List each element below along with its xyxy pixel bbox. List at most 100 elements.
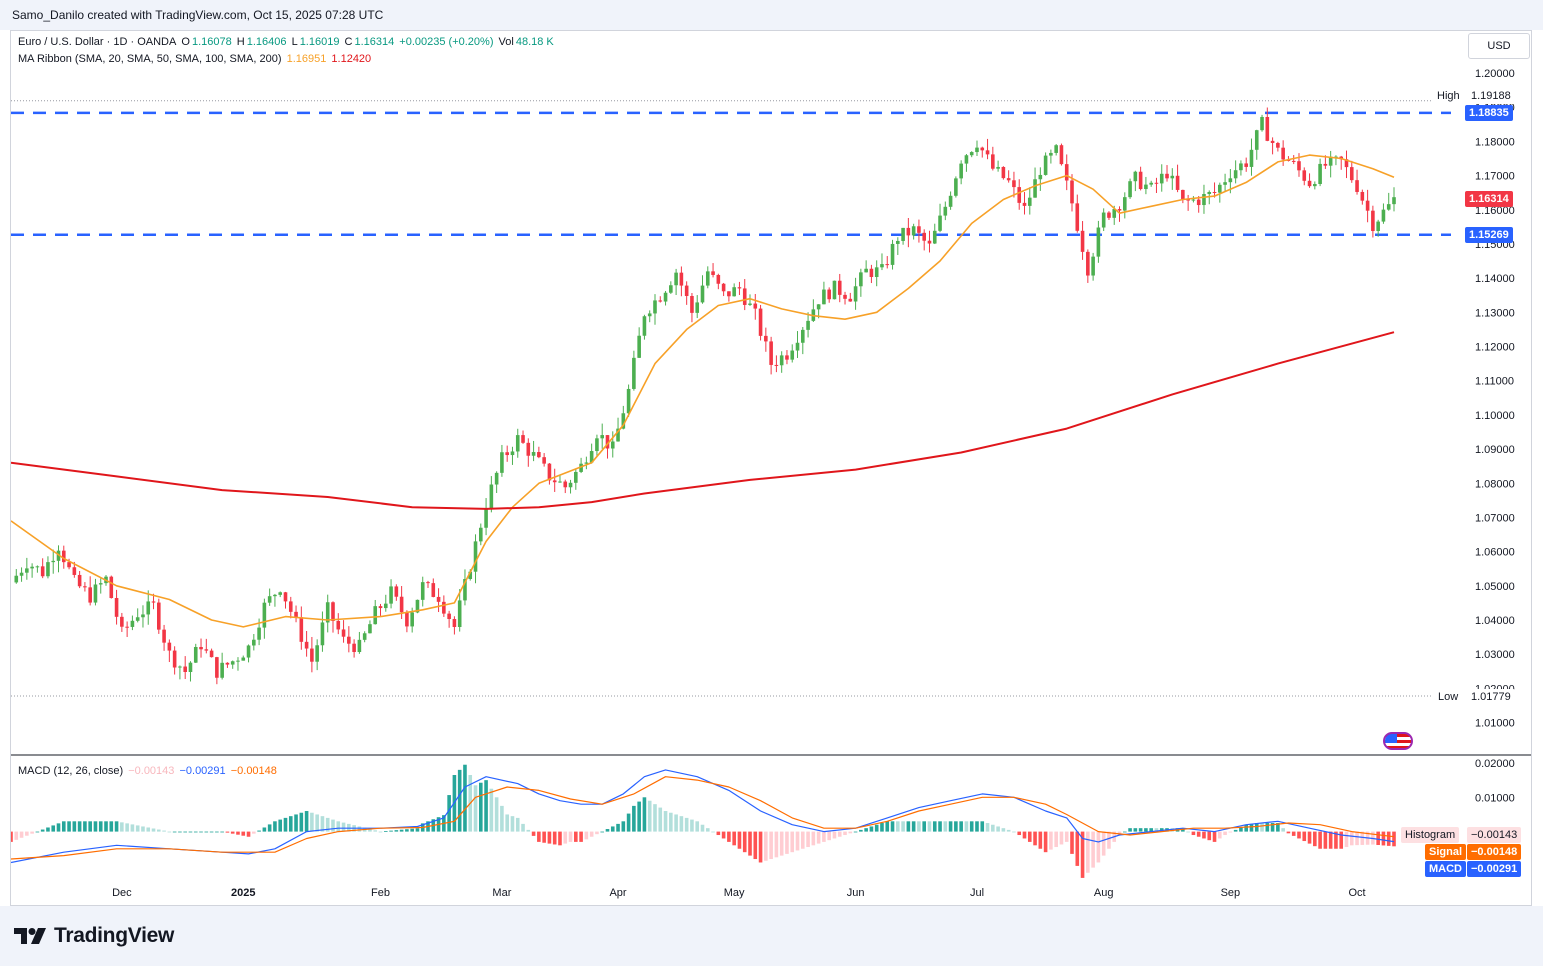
price-tick-label: 1.06000: [1475, 547, 1515, 559]
price-tick-label: 1.18000: [1475, 136, 1515, 148]
candle-body: [320, 622, 325, 646]
current-price-text: 1.16314: [1469, 193, 1509, 205]
histogram-bar: [489, 788, 494, 832]
candle-body: [410, 612, 414, 627]
candle-body: [1059, 145, 1064, 165]
time-tick-label: Sep: [1221, 887, 1241, 899]
support-text: 1.15269: [1469, 229, 1509, 241]
histogram-bar: [568, 831, 573, 842]
candle-body: [1149, 182, 1153, 185]
histogram-bar: [896, 821, 900, 832]
histogram-bar: [832, 831, 837, 839]
candle-body: [1344, 159, 1349, 168]
histogram-bar: [679, 816, 684, 832]
histogram-bar: [199, 831, 203, 833]
candle-body: [605, 435, 610, 449]
histogram-bar: [642, 797, 647, 832]
histogram-bar: [811, 831, 816, 846]
resistance-text: 1.18835: [1469, 107, 1509, 119]
candle-body: [663, 292, 668, 302]
histogram-bar: [484, 780, 488, 832]
candle-body: [373, 606, 378, 625]
macd-legend[interactable]: MACD (12, 26, close) −0.00143 −0.00291 −…: [18, 765, 279, 777]
time-tick-label: May: [724, 887, 745, 899]
symbol-legend[interactable]: Euro / U.S. Dollar · 1D · OANDA O 1.16078…: [18, 36, 556, 48]
candle-body: [1144, 184, 1148, 190]
candle-body: [230, 661, 235, 665]
ma-lines: [11, 154, 1395, 628]
candle-body: [257, 627, 261, 640]
candle-body: [690, 296, 694, 313]
candle-body: [362, 633, 367, 640]
candle-body: [980, 147, 985, 151]
candle-body: [494, 472, 499, 485]
candle-body: [1223, 182, 1227, 185]
histogram-bar: [1133, 828, 1138, 832]
histogram-bar: [589, 831, 594, 837]
price-tick-label: 1.13000: [1475, 307, 1515, 319]
histogram-bar: [72, 821, 77, 832]
histogram-bar: [478, 782, 483, 832]
histogram-bar: [980, 821, 985, 832]
histogram-bar: [969, 821, 974, 832]
currency-button[interactable]: USD: [1468, 33, 1530, 59]
candle-body: [537, 452, 541, 458]
ma-legend[interactable]: MA Ribbon (SMA, 20, SMA, 50, SMA, 100, S…: [18, 53, 373, 65]
macd-tick-label: 0.01000: [1475, 792, 1515, 804]
candle-body: [157, 602, 161, 630]
candle-body: [484, 509, 488, 528]
histogram-bar: [1012, 831, 1016, 833]
histogram-bar: [610, 826, 615, 832]
histogram-bar: [83, 821, 87, 832]
histogram-bar: [88, 821, 92, 832]
histogram-bar: [563, 831, 568, 844]
candle-body: [806, 320, 810, 330]
time-axis[interactable]: Dec 2025 Feb Mar Apr May Jun Jul Aug Sep Oct: [112, 887, 1366, 899]
histogram-bar: [579, 831, 583, 842]
candle-body: [463, 578, 467, 601]
candle-body: [721, 283, 726, 292]
flag-icon[interactable]: [1383, 732, 1413, 750]
histogram-bar: [383, 831, 388, 832]
candle-body: [225, 662, 230, 665]
candle-body: [1027, 197, 1032, 206]
histogram-bar: [1297, 831, 1301, 839]
time-tick-label: Aug: [1094, 887, 1114, 899]
candle-body: [985, 150, 990, 155]
candle-body: [1228, 178, 1233, 183]
candle-body: [880, 264, 884, 268]
candle-body: [405, 612, 409, 627]
candle-body: [288, 601, 293, 612]
candle-body: [1112, 209, 1117, 218]
candle-body: [135, 617, 140, 621]
candle-body: [1159, 173, 1164, 184]
histogram-bar: [1339, 831, 1344, 849]
candle-body: [1186, 199, 1190, 201]
candle-body: [764, 335, 768, 342]
brand[interactable]: TradingView: [14, 924, 174, 948]
candle-body: [51, 560, 56, 563]
chart-svg[interactable]: 1.200001.190001.180001.170001.160001.150…: [11, 31, 1531, 905]
histogram-bar: [985, 823, 990, 832]
candle-body: [647, 313, 652, 317]
open-value: 1.16078: [191, 36, 232, 48]
histogram-bar: [394, 830, 399, 832]
candle-body: [574, 471, 578, 483]
histogram-bar: [822, 831, 826, 842]
chart-frame[interactable]: 1.200001.190001.180001.170001.160001.150…: [10, 30, 1532, 906]
candle-body: [1107, 212, 1111, 218]
candle-body: [758, 308, 763, 336]
candle-body: [1165, 173, 1169, 179]
candle-body: [1392, 197, 1396, 205]
high-value-text: 1.19188: [1471, 90, 1511, 102]
candle-body: [653, 300, 657, 314]
close-value: 1.16314: [354, 36, 395, 48]
histogram-bar: [278, 819, 283, 832]
histogram-bar: [77, 821, 82, 832]
time-tick-label: Jun: [847, 887, 865, 899]
histogram-bar: [315, 814, 319, 832]
candle-body: [341, 629, 346, 637]
histogram-bar: [1344, 831, 1349, 848]
time-tick-label: Feb: [371, 887, 390, 899]
price-axis[interactable]: 1.200001.190001.180001.170001.160001.150…: [1475, 68, 1515, 804]
